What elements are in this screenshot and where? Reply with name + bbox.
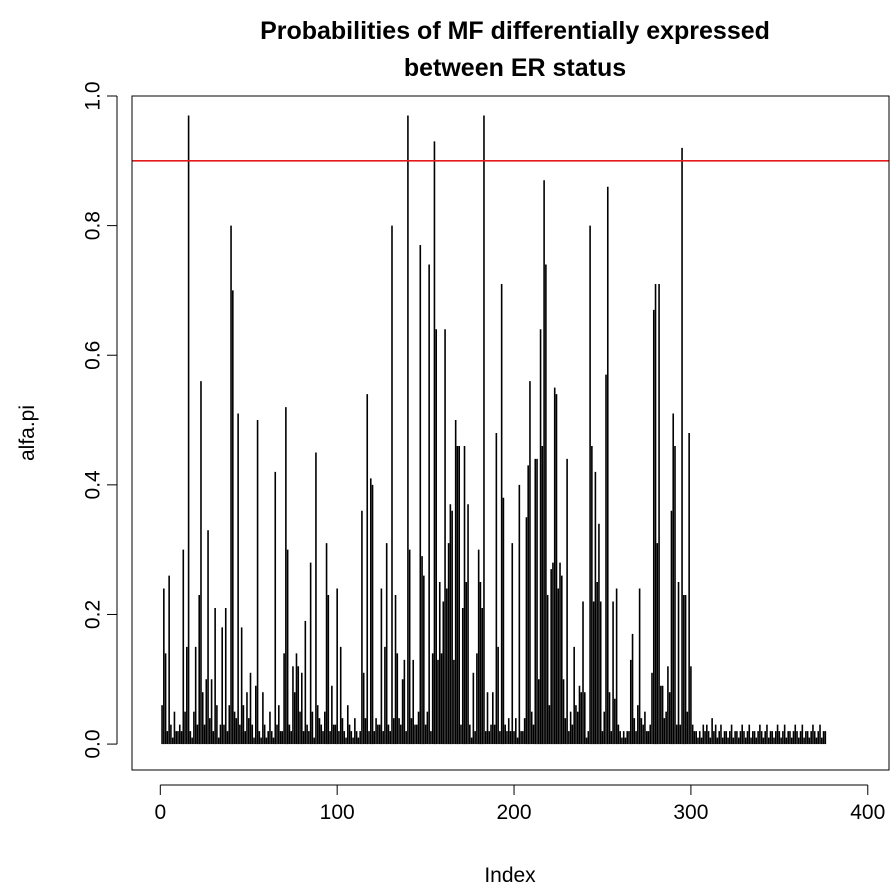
chart-title-line1: Probabilities of MF differentially expre… bbox=[260, 17, 770, 45]
x-tick-label: 0 bbox=[154, 801, 166, 824]
x-axis: 0 100 200 300 400 bbox=[154, 784, 885, 824]
y-axis: 0.0 0.2 0.4 0.6 0.8 1.0 bbox=[82, 81, 118, 759]
bar-series bbox=[161, 115, 827, 745]
chart-title-line2: between ER status bbox=[404, 54, 626, 82]
x-tick-label: 200 bbox=[497, 801, 532, 824]
y-tick-label: 0.4 bbox=[82, 470, 105, 500]
x-tick-label: 400 bbox=[850, 801, 885, 824]
y-tick-label: 0.0 bbox=[82, 729, 105, 758]
plot-frame bbox=[131, 95, 890, 771]
x-tick-label: 100 bbox=[320, 801, 355, 824]
x-tick-label: 300 bbox=[673, 801, 708, 824]
y-tick-label: 0.8 bbox=[82, 211, 105, 240]
y-axis-label: alfa.pi bbox=[16, 405, 39, 461]
y-tick-label: 0.2 bbox=[82, 600, 105, 629]
y-tick-label: 1.0 bbox=[82, 81, 105, 110]
y-tick-label: 0.6 bbox=[82, 341, 105, 370]
x-axis-label: Index bbox=[484, 864, 536, 887]
